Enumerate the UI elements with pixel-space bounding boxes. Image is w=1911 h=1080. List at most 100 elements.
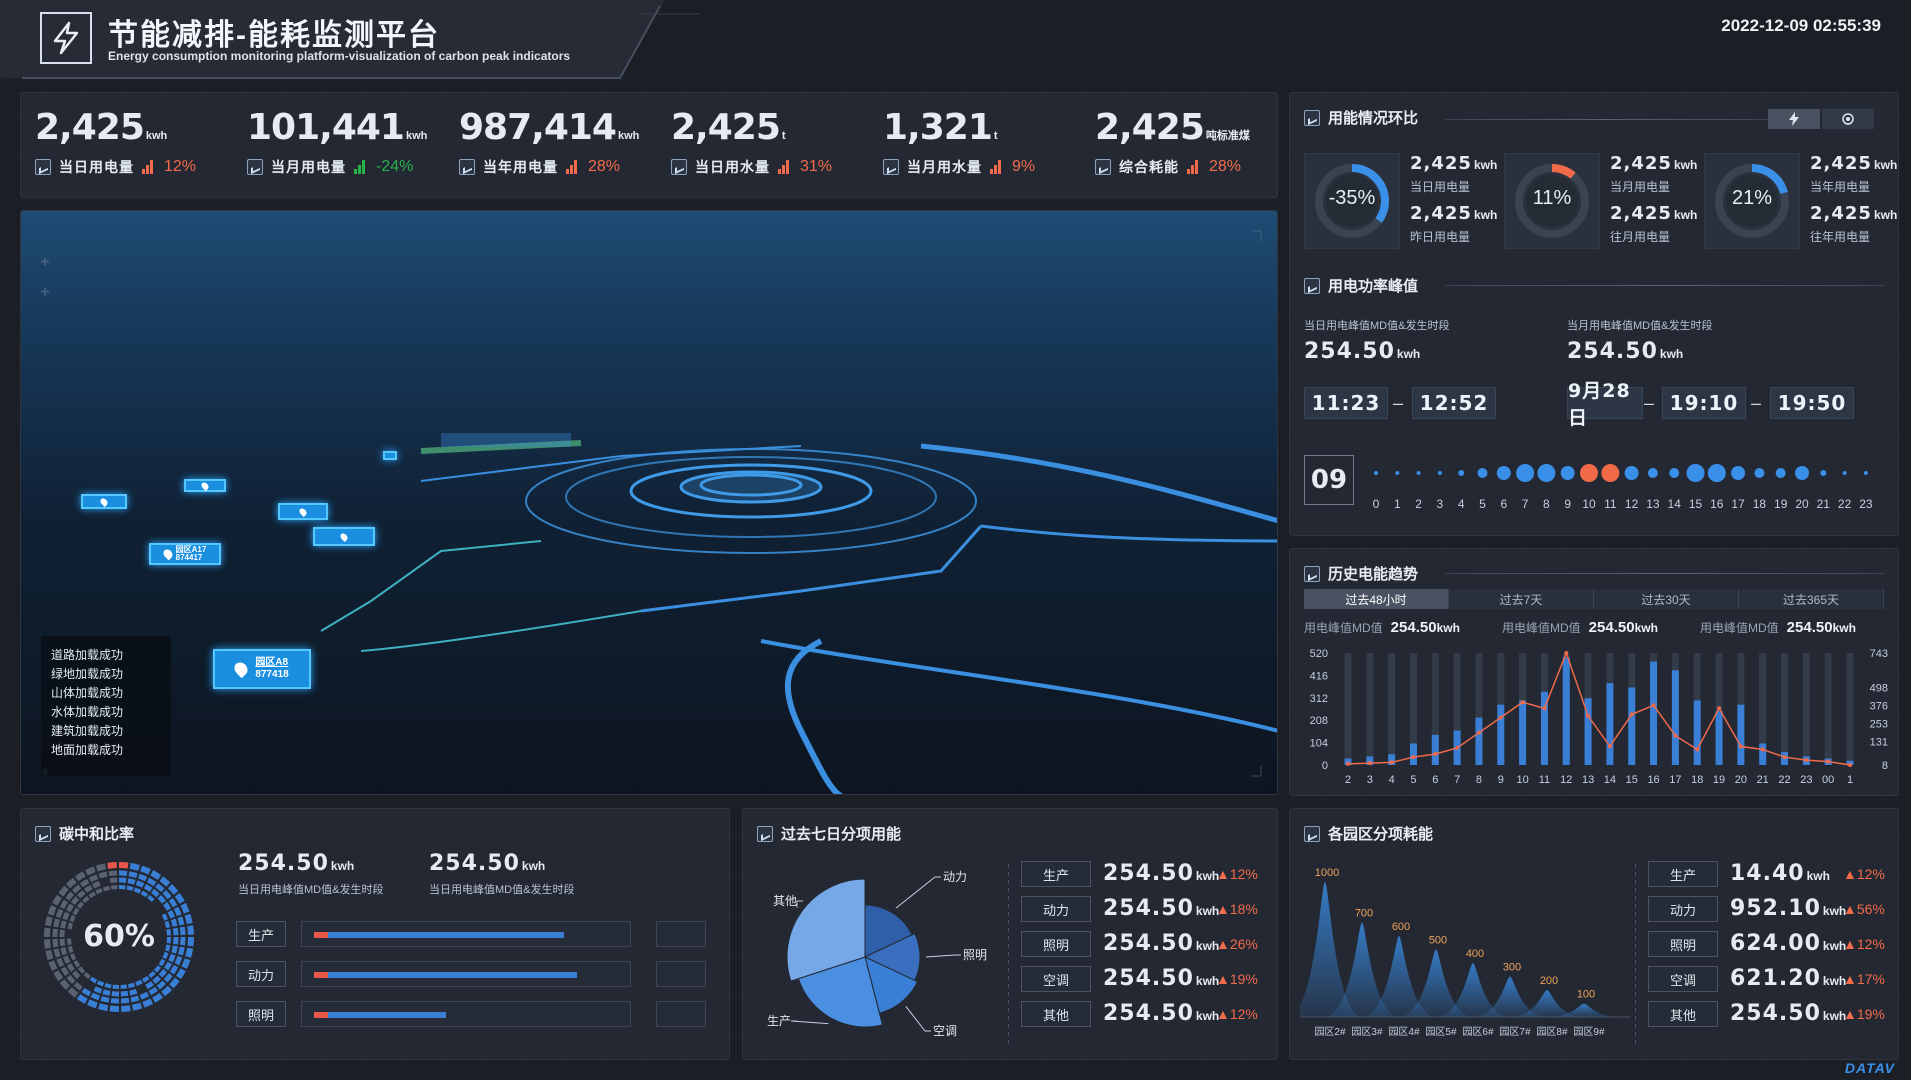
hour-dot[interactable] xyxy=(1374,471,1378,475)
kpi-label-row: 当日用电量 12% xyxy=(35,157,196,177)
compare-title: 用能情况环比 xyxy=(1304,107,1418,128)
arrow-up-icon: ▲ xyxy=(1216,866,1230,882)
kpi-item[interactable]: 2,425 吨标准煤 综合耗能 28% xyxy=(1095,93,1305,197)
kpi-label-row: 综合耗能 28% xyxy=(1095,157,1241,177)
x-tick: 21 xyxy=(1757,774,1769,786)
hour-dot[interactable] xyxy=(1561,466,1575,480)
arrow-up-icon: ▲ xyxy=(1216,936,1230,952)
hour-dot[interactable] xyxy=(1625,466,1639,480)
compare-v1: 2,425 kwh xyxy=(1410,153,1497,174)
hour-timeline[interactable]: 0 1 2 3 4 5 6 7 8 9 10 11 12 13 14 15 16 17 18 19 20 21 22 23 xyxy=(1370,453,1890,523)
hour-dot[interactable] xyxy=(1795,466,1809,480)
pie-label: 照明 xyxy=(963,948,987,962)
carbon-ring-segment xyxy=(79,903,83,908)
y-right-tick: 743 xyxy=(1870,648,1888,660)
carbon-ring-segment xyxy=(173,919,175,926)
pin-icon xyxy=(339,532,349,542)
carbon-ring-segment xyxy=(128,985,134,987)
tab-1[interactable]: 过去7天 xyxy=(1449,589,1594,609)
carbon-ring-segment xyxy=(65,956,68,963)
carbon-ring-segment xyxy=(130,991,137,993)
hour-dot[interactable] xyxy=(1648,468,1658,478)
target-button[interactable] xyxy=(1822,109,1874,129)
hour-dot[interactable] xyxy=(1458,470,1464,476)
y-right-tick: 376 xyxy=(1870,701,1888,713)
carbon-ring-segment xyxy=(129,874,137,876)
carbon-l2: 当日用电峰值MD值&发生时段 xyxy=(429,881,574,897)
carbon-ring-segment xyxy=(79,892,84,897)
carbon-ring-segment xyxy=(48,950,50,959)
kpi-icon xyxy=(247,159,263,175)
compare-ring-card[interactable]: -35% 2,425 kwh 当日用电量 2,425 kwh 昨日用电量 xyxy=(1304,153,1500,253)
compare-ring-card[interactable]: 11% 2,425 kwh 当月用电量 2,425 kwh 往月用电量 xyxy=(1504,153,1700,253)
map-tag-marker[interactable] xyxy=(383,451,397,460)
map-tag-main[interactable]: 园区A8 877418 xyxy=(213,649,311,689)
hour-dot[interactable] xyxy=(1687,464,1705,482)
pin-icon xyxy=(99,497,109,507)
tab-2[interactable]: 过去30天 xyxy=(1594,589,1739,609)
kpi-label: 当日用电量 xyxy=(59,157,134,177)
carbon-ring-segment xyxy=(67,893,72,899)
hour-dot[interactable] xyxy=(1537,464,1555,482)
carbon-row-bar xyxy=(301,921,631,947)
hour-badge[interactable]: 09 xyxy=(1304,455,1354,505)
trend-bar xyxy=(1628,687,1635,765)
bolt-icon xyxy=(1788,112,1800,126)
trend-line xyxy=(1348,653,1850,765)
kpi-item[interactable]: 987,414 kwh 当年用电量 28% xyxy=(459,93,669,197)
kpi-label: 当日用水量 xyxy=(695,157,770,177)
hour-dot[interactable] xyxy=(1497,466,1511,480)
compare-ring-card[interactable]: 21% 2,425 kwh 当年用电量 2,425 kwh 往年用电量 xyxy=(1704,153,1900,253)
kpi-item[interactable]: 1,321 t 当月用水量 9% xyxy=(883,93,1093,197)
hour-dot[interactable] xyxy=(1601,464,1619,482)
hour-dot[interactable] xyxy=(1864,471,1868,475)
hour-dot[interactable] xyxy=(1395,471,1399,475)
kpi-item[interactable]: 101,441 kwh 当月用电量 -24% xyxy=(247,93,457,197)
hour-dot[interactable] xyxy=(1669,468,1679,478)
hour-dot[interactable] xyxy=(1438,471,1442,475)
x-tick: 8 xyxy=(1476,774,1482,786)
bolt-button[interactable] xyxy=(1768,109,1820,129)
hour-dot[interactable] xyxy=(1580,464,1598,482)
trend-up-icon xyxy=(566,160,580,174)
compare-v1: 2,425 kwh xyxy=(1810,153,1897,174)
map-view[interactable]: +++ 园区A8877418 园区A17874417 道路加载成功绿地加载成功山… xyxy=(20,210,1278,795)
map-tag-small[interactable]: 园区A17 874417 xyxy=(149,543,221,565)
hour-dot[interactable] xyxy=(1776,468,1786,478)
carbon-ring-segment xyxy=(111,1000,119,1001)
panel-icon xyxy=(1304,110,1320,126)
hour-label: 9 xyxy=(1564,497,1571,511)
carbon-row-bar xyxy=(301,1001,631,1027)
carbon-ring-segment xyxy=(70,989,77,995)
load-status-item: 山体加载成功 xyxy=(51,684,161,703)
kpi-item[interactable]: 2,425 t 当日用水量 31% xyxy=(671,93,881,197)
x-tick: 3 xyxy=(1367,774,1373,786)
hour-dot[interactable] xyxy=(1708,464,1726,482)
trend-up-icon xyxy=(778,160,792,174)
hour-dot[interactable] xyxy=(1417,471,1421,475)
carbon-ring-segment xyxy=(121,986,127,987)
parks-title: 各园区分项耗能 xyxy=(1304,823,1433,844)
map-tag-marker[interactable] xyxy=(184,479,226,492)
hour-dot[interactable] xyxy=(1731,466,1745,480)
tab-0[interactable]: 过去48小时 xyxy=(1304,589,1449,609)
hour-dot[interactable] xyxy=(1754,468,1764,478)
kpi-label: 综合耗能 xyxy=(1119,157,1179,177)
hour-dot[interactable] xyxy=(1843,471,1847,475)
map-tag-marker[interactable] xyxy=(313,527,375,546)
arrow-up-icon: ▲ xyxy=(1843,1006,1857,1022)
tab-3[interactable]: 过去365天 xyxy=(1739,589,1884,609)
hour-dot[interactable] xyxy=(1820,470,1826,476)
hour-dot[interactable] xyxy=(1478,468,1488,478)
kpi-item[interactable]: 2,425 kwh 当日用电量 12% xyxy=(35,93,245,197)
map-tag-marker[interactable] xyxy=(278,503,328,520)
carbon-ring-segment xyxy=(56,972,61,980)
history-panel: 历史电能趋势 过去48小时 过去7天 过去30天 过去365天 用电峰值MD值 254.… xyxy=(1289,548,1899,796)
svg-text:+: + xyxy=(41,283,49,299)
bar-bg xyxy=(1803,653,1810,765)
pie-leader xyxy=(896,877,941,908)
map-tag-marker[interactable] xyxy=(81,494,127,509)
y-right-tick: 131 xyxy=(1870,736,1888,748)
divider xyxy=(1445,119,1770,120)
hour-dot[interactable] xyxy=(1516,464,1534,482)
